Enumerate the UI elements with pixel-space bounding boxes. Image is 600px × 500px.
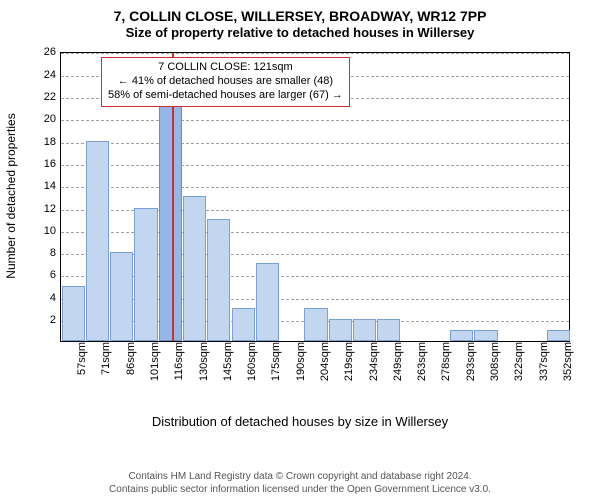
histogram-bar [232,308,255,341]
histogram-bar [134,208,157,342]
x-axis-ticks: 57sqm 71sqm 86sqm 101sqm 116sqm 130sqm 145sqm 1… [60,342,570,404]
annotation-line: ← 41% of detached houses are smaller (48… [108,75,343,89]
x-tick-label: 101sqm [149,342,161,381]
chart-wrap: Number of detached properties 2468101214… [0,46,600,406]
histogram-bar [450,330,473,341]
chart-title-line1: 7, COLLIN CLOSE, WILLERSEY, BROADWAY, WR… [0,0,600,25]
x-tick-label: 175sqm [270,342,282,381]
gridline [61,165,569,166]
y-tick-label: 2 [0,314,56,326]
x-tick-label: 130sqm [198,342,210,381]
x-tick-label: 322sqm [513,342,525,381]
annotation-line: 58% of semi-detached houses are larger (… [108,89,343,103]
annotation-line: 7 COLLIN CLOSE: 121sqm [108,61,343,75]
y-tick-label: 6 [0,269,56,281]
histogram-bar [110,252,133,341]
histogram-bar [377,319,400,341]
gridline [61,120,569,121]
histogram-bar [547,330,570,341]
histogram-bar [329,319,352,341]
x-tick-label: 278sqm [440,342,452,381]
x-tick-label: 204sqm [319,342,331,381]
x-tick-label: 71sqm [100,342,112,375]
x-tick-label: 263sqm [416,342,428,381]
histogram-bar [62,286,85,342]
credits-line1: Contains HM Land Registry data © Crown c… [0,471,600,484]
plot-area: 7 COLLIN CLOSE: 121sqm← 41% of detached … [60,52,570,342]
y-tick-label: 10 [0,225,56,237]
y-tick-label: 24 [0,69,56,81]
credits: Contains HM Land Registry data © Crown c… [0,471,600,496]
y-tick-label: 14 [0,180,56,192]
y-tick-label: 18 [0,136,56,148]
x-tick-label: 308sqm [489,342,501,381]
x-axis-title: Distribution of detached houses by size … [0,414,600,429]
x-tick-label: 249sqm [392,342,404,381]
x-tick-label: 160sqm [246,342,258,381]
x-tick-label: 145sqm [222,342,234,381]
histogram-bar [353,319,376,341]
y-tick-label: 20 [0,113,56,125]
y-tick-label: 8 [0,247,56,259]
x-tick-label: 57sqm [76,342,88,375]
gridline [61,53,569,54]
y-tick-label: 16 [0,158,56,170]
histogram-bar [256,263,279,341]
y-tick-label: 22 [0,91,56,103]
chart-figure: 7, COLLIN CLOSE, WILLERSEY, BROADWAY, WR… [0,0,600,500]
x-tick-label: 352sqm [562,342,574,381]
y-tick-label: 4 [0,292,56,304]
x-tick-label: 190sqm [295,342,307,381]
x-tick-label: 219sqm [343,342,355,381]
y-tick-label: 26 [0,46,56,58]
histogram-bar [183,196,206,341]
x-tick-label: 293sqm [465,342,477,381]
gridline [61,143,569,144]
gridline [61,187,569,188]
histogram-bar-highlight [159,74,182,342]
x-tick-label: 86sqm [125,342,137,375]
credits-line2: Contains public sector information licen… [0,484,600,497]
histogram-bar [304,308,327,341]
y-axis-ticks: 2468101214161820222426 [0,52,56,342]
chart-title-line2: Size of property relative to detached ho… [0,25,600,47]
histogram-bar [86,141,109,342]
annotation-box: 7 COLLIN CLOSE: 121sqm← 41% of detached … [101,57,350,106]
histogram-bar [474,330,497,341]
x-tick-label: 337sqm [538,342,550,381]
x-tick-label: 234sqm [368,342,380,381]
y-tick-label: 12 [0,203,56,215]
x-tick-label: 116sqm [173,342,185,380]
histogram-bar [207,219,230,342]
